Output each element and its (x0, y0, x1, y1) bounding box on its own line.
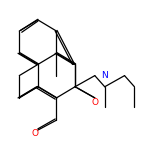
Text: O: O (32, 129, 39, 138)
Text: N: N (101, 71, 108, 80)
Text: O: O (92, 98, 99, 107)
